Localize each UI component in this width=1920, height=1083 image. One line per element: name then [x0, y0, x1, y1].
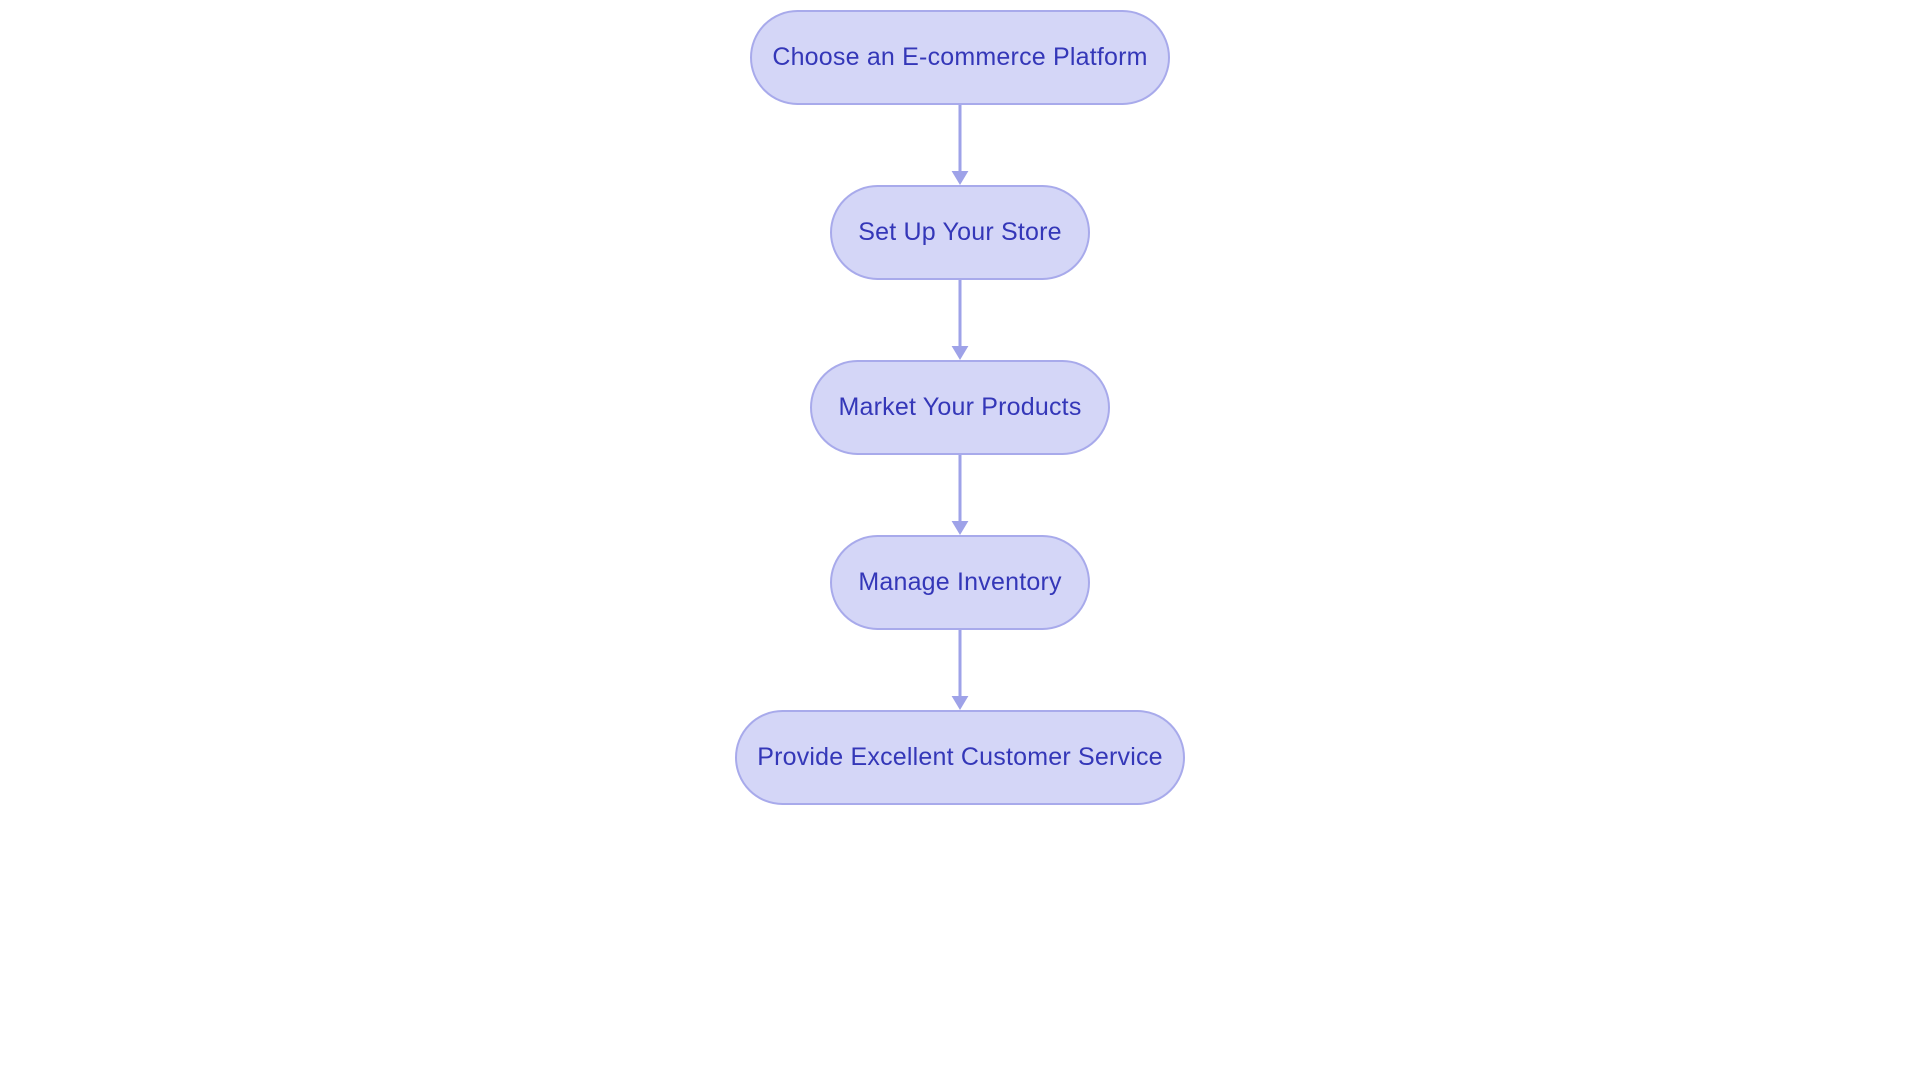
flow-node-n2: Set Up Your Store — [830, 185, 1090, 280]
flow-node-n4: Manage Inventory — [830, 535, 1090, 630]
flow-node-n3: Market Your Products — [810, 360, 1110, 455]
flow-arrow-icon — [948, 630, 972, 710]
flow-arrow-icon — [948, 455, 972, 535]
flow-node-n5: Provide Excellent Customer Service — [735, 710, 1185, 805]
flow-node-n1: Choose an E-commerce Platform — [750, 10, 1170, 105]
flow-arrow-icon — [948, 105, 972, 185]
flow-arrow-icon — [948, 280, 972, 360]
flowchart-container: Choose an E-commerce Platform Set Up Your… — [735, 10, 1185, 805]
